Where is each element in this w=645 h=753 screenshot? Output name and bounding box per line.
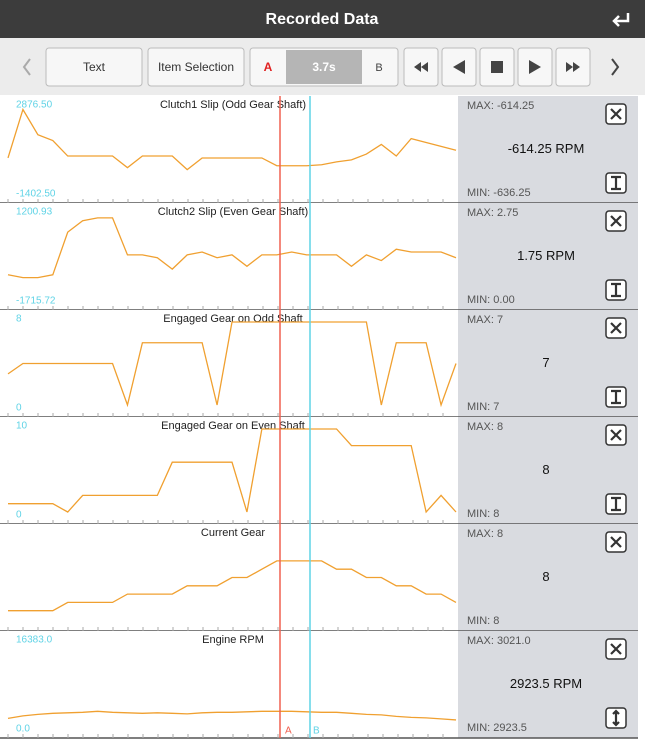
trace-line (8, 560, 457, 612)
panel-title: Engaged Gear on Even Shaft (161, 420, 305, 432)
next-button[interactable] (611, 58, 620, 76)
current-value: 7 (542, 355, 549, 370)
max-label: MAX: 8 (467, 421, 503, 433)
item-selection-label: Item Selection (158, 60, 234, 74)
cursor-b-marker: B (313, 726, 320, 737)
header-title: Recorded Data (266, 11, 379, 28)
current-value: 8 (542, 569, 549, 584)
plot-area (0, 524, 458, 631)
current-value: -614.25 RPM (508, 141, 585, 156)
trace-line (7, 217, 457, 279)
min-label: MIN: 8 (467, 508, 499, 520)
min-label: MIN: -636.25 (467, 187, 531, 199)
cursor-a-marker: A (285, 726, 292, 737)
scale-icon (611, 496, 621, 512)
close-icon (610, 108, 622, 120)
y-range-label: 1200.93 (16, 207, 53, 218)
plot-area (0, 96, 458, 203)
panel-title: Clutch2 Slip (Even Gear Shaft) (158, 206, 308, 218)
scale-icon (611, 389, 621, 405)
y-range-label: -1402.50 (16, 189, 56, 200)
current-value: 1.75 RPM (517, 248, 575, 263)
data-panel: 8 0 Engaged Gear on Odd Shaft MAX: 7 7 MIN: 7 (0, 310, 638, 418)
back-button[interactable] (612, 13, 630, 27)
min-label: MIN: 0.00 (467, 294, 515, 306)
y-range-label: 16383.0 (16, 635, 53, 646)
panel-title: Engine RPM (202, 634, 264, 646)
close-icon (610, 643, 622, 655)
step-back-icon (453, 60, 465, 74)
min-label: MIN: 7 (467, 401, 499, 413)
play-icon (529, 60, 541, 74)
time-label: 3.7s (312, 60, 336, 74)
data-panel: 10 0 Engaged Gear on Even Shaft MAX: 8 8 MIN:… (0, 417, 638, 525)
max-label: MAX: 3021.0 (467, 635, 531, 647)
min-label: MIN: 2923.5 (467, 722, 527, 734)
close-icon (610, 322, 622, 334)
rewind-icon (414, 62, 428, 72)
trace-line (8, 428, 457, 514)
scale-icon (611, 175, 621, 191)
close-icon (610, 429, 622, 441)
data-panel: 1200.93 -1715.72 Clutch2 Slip (Even Gear S… (0, 203, 638, 311)
cursor-a-label: A (264, 60, 273, 74)
item-selection-button[interactable] (147, 47, 245, 87)
y-range-label: 8 (16, 314, 22, 325)
trace-line (7, 107, 457, 171)
max-label: MAX: 7 (467, 314, 503, 326)
cursor-b-label: B (375, 62, 382, 74)
close-icon (610, 215, 622, 227)
data-panel: Current Gear MAX: 8 8 MIN: 8 (0, 524, 638, 632)
panel-title: Current Gear (201, 527, 266, 539)
y-range-label: 0 (16, 510, 22, 521)
prev-button[interactable] (22, 58, 31, 76)
current-value: 8 (542, 462, 549, 477)
fast-forward-icon (566, 62, 580, 72)
scale-icon (611, 282, 621, 298)
y-range-label: 0 (16, 403, 22, 414)
max-label: MAX: 2.75 (467, 207, 518, 219)
max-label: MAX: 8 (467, 528, 503, 540)
current-value: 2923.5 RPM (510, 676, 582, 691)
header-bar (0, 0, 645, 38)
text-button-label: Text (83, 60, 106, 74)
trace-line (7, 321, 457, 408)
panels: 2876.50 -1402.50 Clutch1 Slip (Odd Gear Sh… (0, 96, 638, 739)
plot-area (0, 631, 458, 738)
max-label: MAX: -614.25 (467, 100, 534, 112)
stop-icon (491, 61, 503, 73)
data-panel: 2876.50 -1402.50 Clutch1 Slip (Odd Gear Sh… (0, 96, 638, 204)
fit-icon (612, 709, 620, 727)
plot-area (0, 417, 458, 524)
y-range-label: -1715.72 (16, 296, 56, 307)
min-label: MIN: 8 (467, 615, 499, 627)
panel-title: Engaged Gear on Odd Shaft (163, 313, 302, 325)
trace-line (7, 710, 457, 721)
close-icon (610, 536, 622, 548)
time-box (286, 50, 362, 84)
y-range-label: 10 (16, 421, 28, 432)
y-range-label: 2876.50 (16, 100, 53, 111)
plot-area (0, 203, 458, 310)
panel-title: Clutch1 Slip (Odd Gear Shaft) (160, 99, 306, 111)
data-panel: 16383.0 0.0 Engine RPM MAX: 3021.0 2923.5 RP… (0, 631, 638, 739)
y-range-label: 0.0 (16, 724, 30, 735)
playback-controls (403, 47, 591, 87)
text-button[interactable] (45, 47, 143, 87)
